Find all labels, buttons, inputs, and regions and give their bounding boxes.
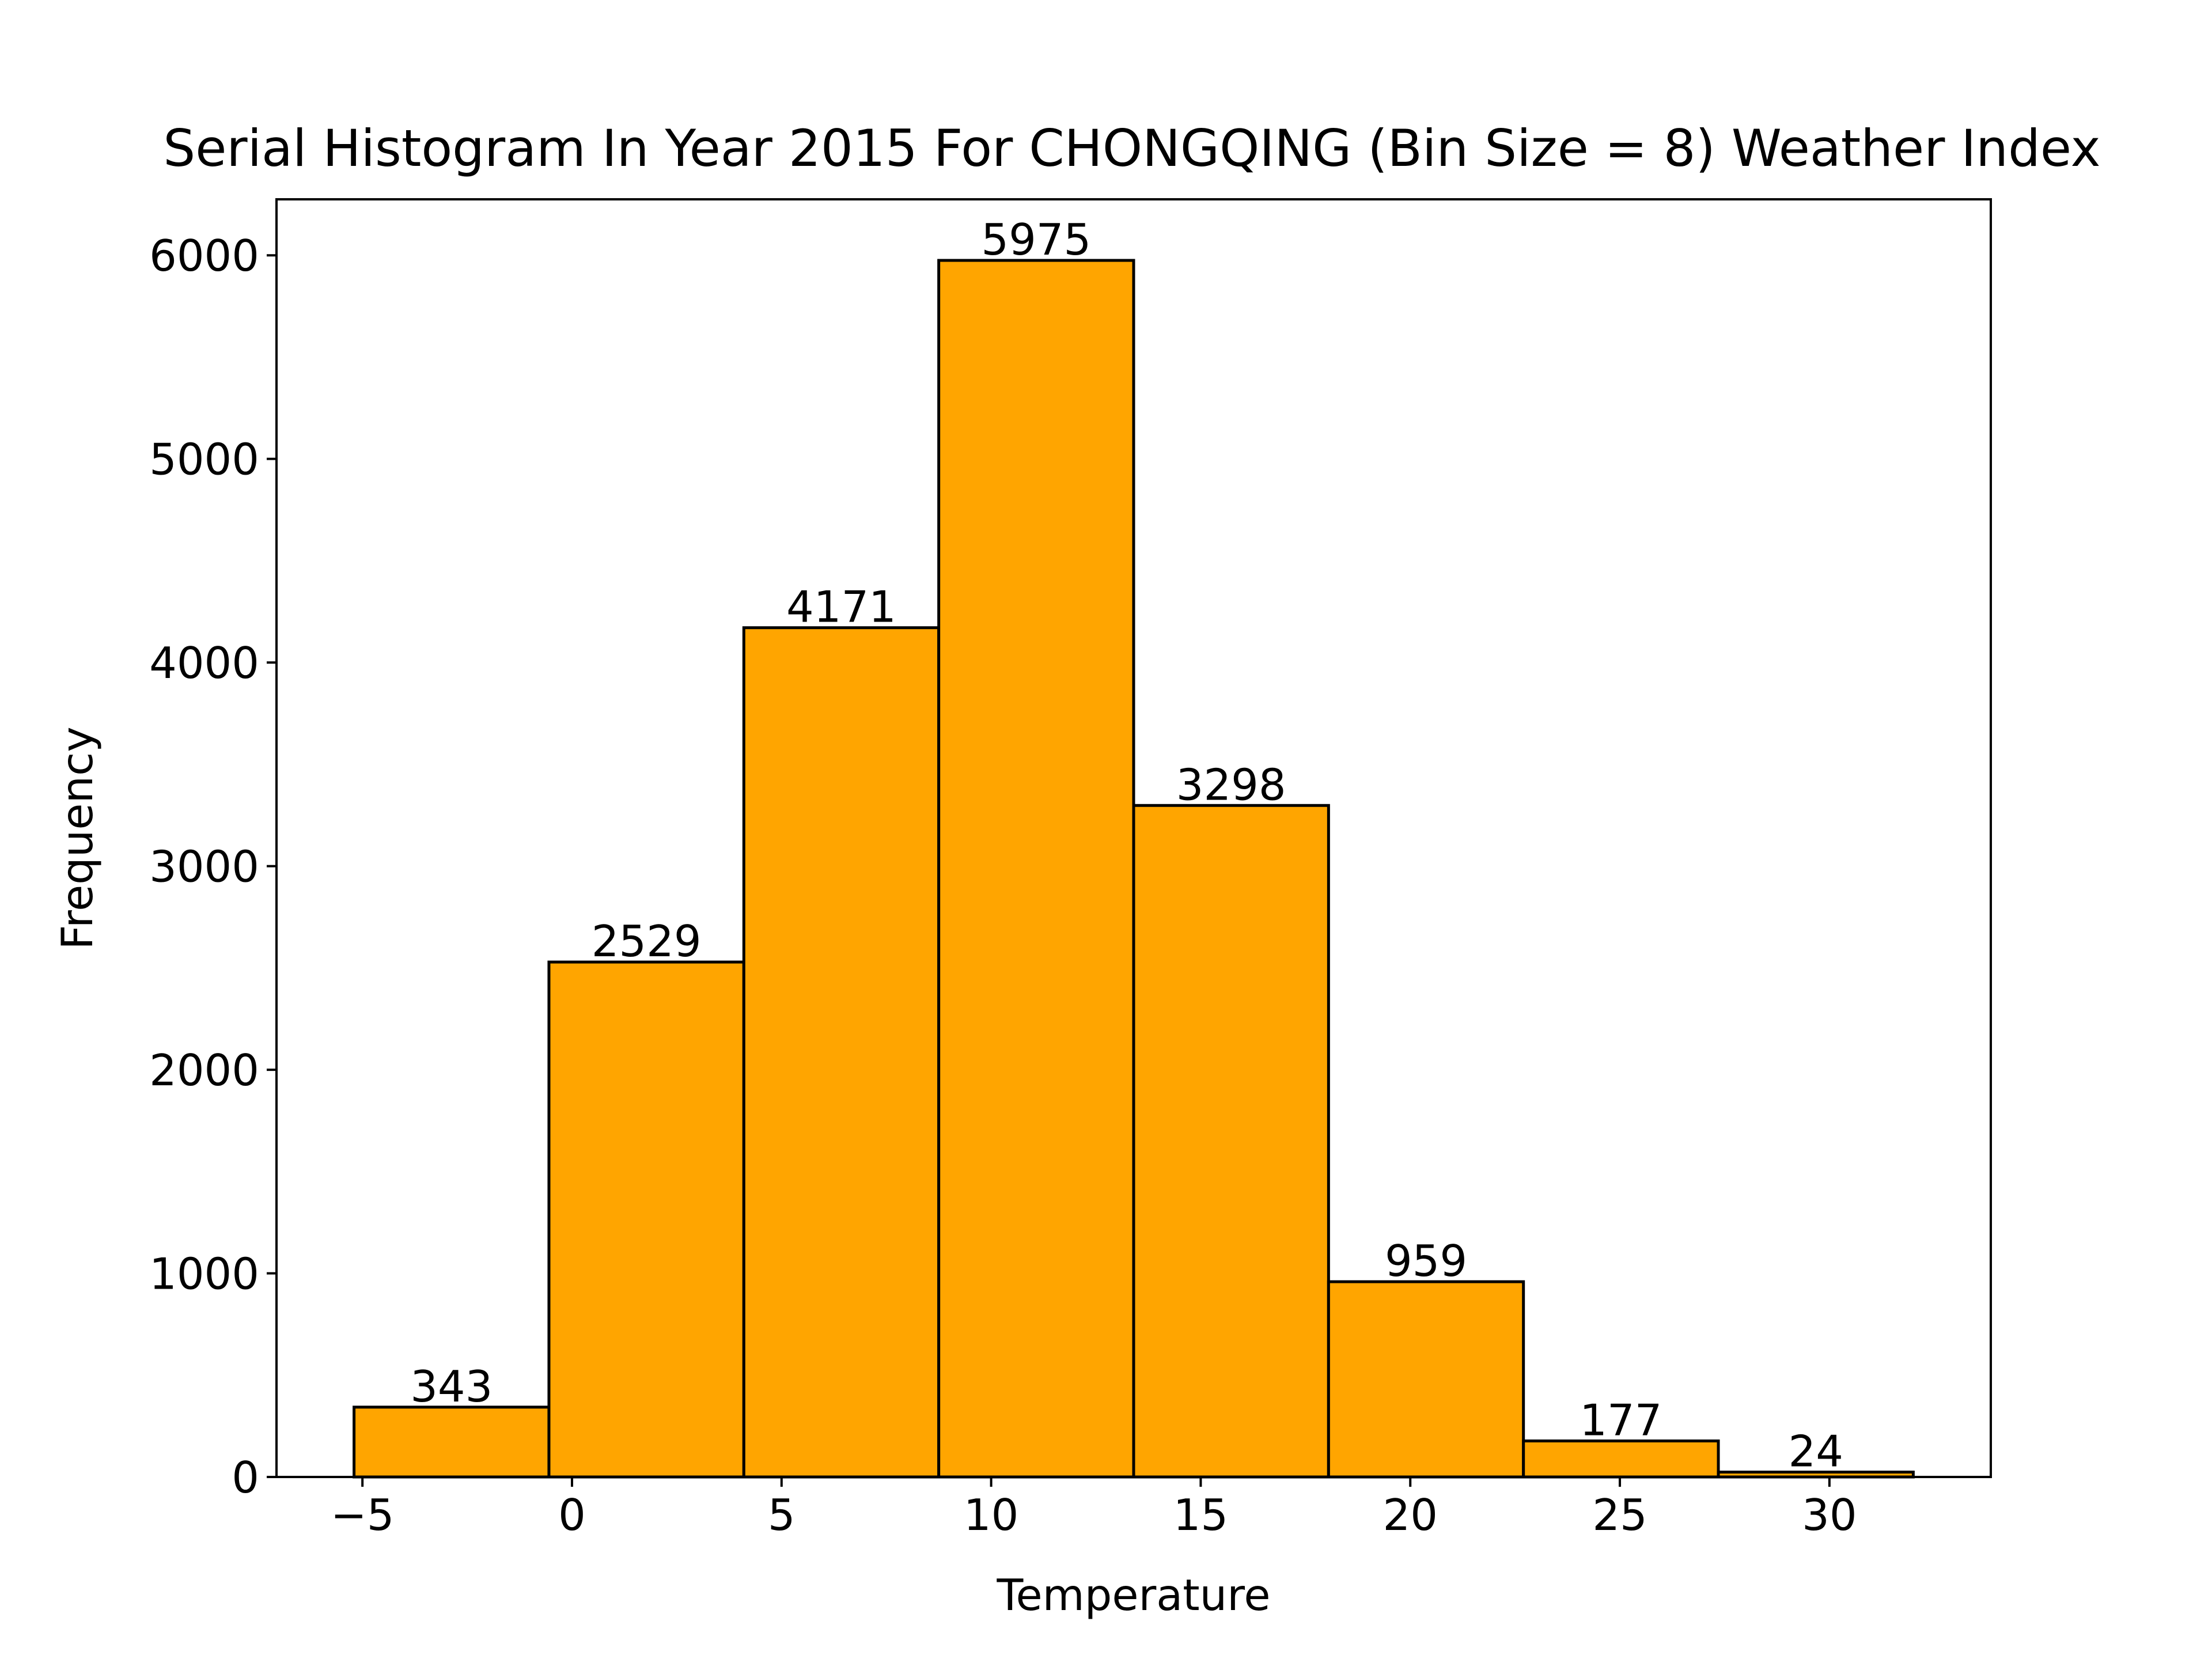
histogram-bar — [1522, 1439, 1720, 1479]
plot-frame — [275, 198, 1992, 1478]
bar-value-label: 24 — [1788, 1426, 1843, 1477]
x-tick-label: 15 — [1173, 1490, 1228, 1540]
bars-layer — [353, 259, 1915, 1479]
bar-value-label: 5975 — [981, 214, 1091, 265]
histogram-bar — [742, 626, 941, 1479]
histogram-bar — [547, 960, 745, 1479]
y-tick-label: 0 — [232, 1452, 259, 1503]
x-tick-label: −5 — [331, 1490, 395, 1540]
data-labels-layer: 343 2529 4171 5975 3298 959 177 24 — [410, 214, 1843, 1476]
histogram-bar — [937, 259, 1135, 1479]
histogram-bar — [353, 1406, 551, 1479]
y-tick-label: 2000 — [149, 1045, 259, 1096]
x-tick-label: 10 — [964, 1490, 1018, 1540]
y-axis-label: Frequency — [52, 726, 103, 949]
x-tick-label: 25 — [1592, 1490, 1647, 1540]
x-axis-label: Temperature — [996, 1570, 1270, 1620]
x-axis: −5 0 5 10 15 20 25 30 — [331, 1477, 1857, 1540]
bar-value-label: 4171 — [786, 582, 896, 632]
y-tick-label: 4000 — [149, 638, 259, 688]
x-tick-label: 20 — [1383, 1490, 1438, 1540]
bar-value-label: 3298 — [1176, 759, 1286, 810]
histogram-bar — [1327, 1280, 1525, 1479]
bar-value-label: 343 — [410, 1361, 493, 1412]
chart-title: Serial Histogram In Year 2015 For CHONGQ… — [163, 119, 2100, 178]
x-tick-label: 0 — [558, 1490, 586, 1540]
bar-value-label: 177 — [1580, 1395, 1662, 1445]
x-tick-label: 5 — [768, 1490, 796, 1540]
y-tick-label: 3000 — [149, 842, 259, 892]
y-tick-label: 6000 — [149, 230, 259, 281]
y-tick-label: 1000 — [149, 1249, 259, 1300]
x-tick-label: 30 — [1802, 1490, 1857, 1540]
y-tick-label: 5000 — [149, 434, 259, 485]
y-axis: 0 1000 2000 3000 4000 5000 6000 — [149, 230, 276, 1503]
histogram-bar — [1132, 804, 1330, 1479]
bar-value-label: 959 — [1385, 1236, 1467, 1286]
bar-value-label: 2529 — [592, 916, 702, 967]
